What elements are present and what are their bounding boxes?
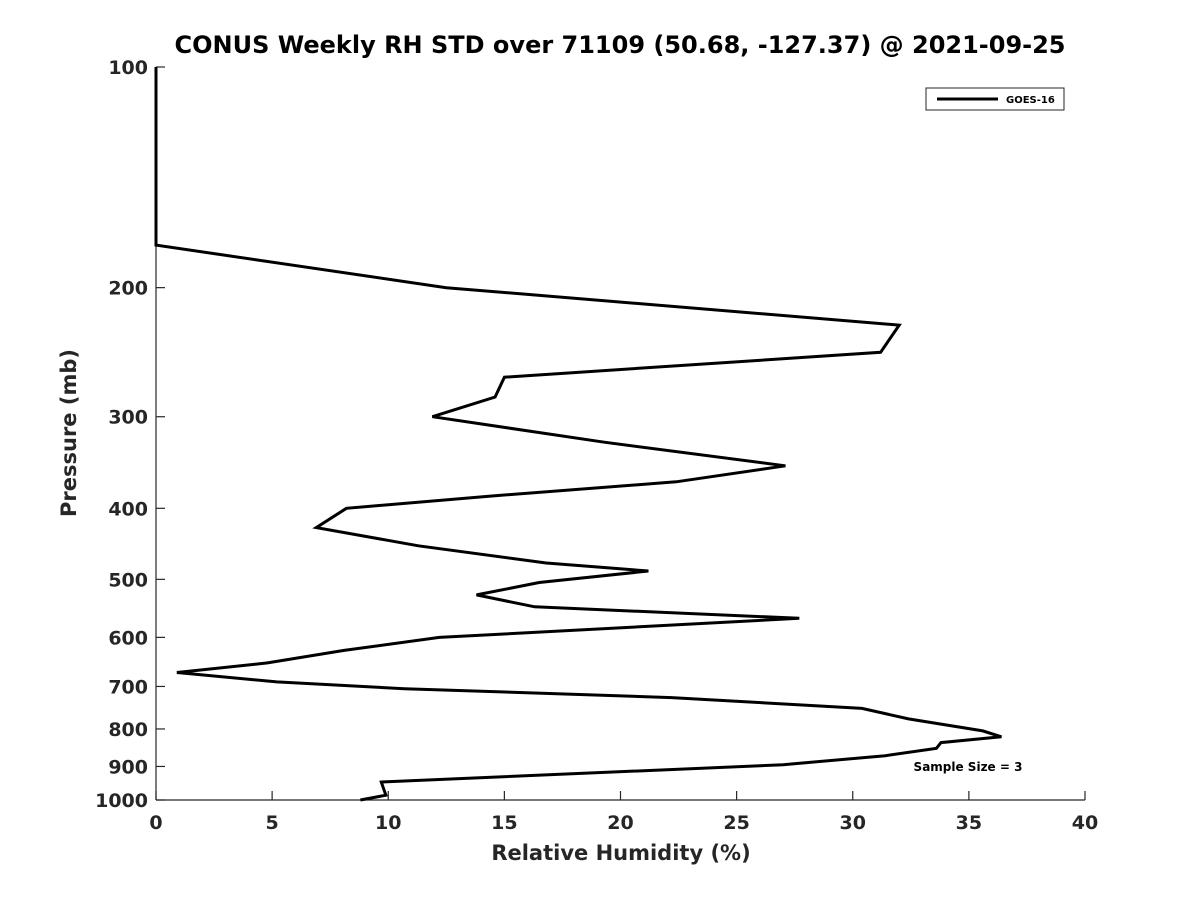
legend: GOES-16 <box>925 87 1065 111</box>
y-tick-label: 600 <box>108 627 148 649</box>
y-tick-label: 100 <box>108 57 148 79</box>
axes: 0 5 10 15 20 25 30 35 40 100 200 300 400 500 600 700 800… <box>95 57 1098 834</box>
x-tick-label: 15 <box>491 812 517 834</box>
sample-size-annotation: Sample Size = 3 <box>914 760 1023 774</box>
series-line-goes-16 <box>154 67 1002 802</box>
x-tick-label: 20 <box>607 812 633 834</box>
y-tick-label: 500 <box>108 569 148 591</box>
x-tick-label: 5 <box>266 812 279 834</box>
x-tick-label: 30 <box>840 812 866 834</box>
x-tick-label: 10 <box>375 812 401 834</box>
x-axis-label: Relative Humidity (%) <box>491 841 750 865</box>
y-tick-label: 700 <box>108 676 148 698</box>
x-tick-label: 35 <box>956 812 982 834</box>
y-axis-label: Pressure (mb) <box>57 349 81 517</box>
y-tick-label: 900 <box>108 756 148 778</box>
y-tick-label: 200 <box>108 278 148 300</box>
y-tick-label: 1000 <box>95 790 148 812</box>
y-tick-label: 400 <box>108 498 148 520</box>
y-tick-label: 800 <box>108 719 148 741</box>
series-layer <box>154 67 1002 802</box>
x-tick-label: 40 <box>1072 812 1098 834</box>
legend-entry-label: GOES-16 <box>1006 95 1055 106</box>
chart-title: CONUS Weekly RH STD over 71109 (50.68, -… <box>174 31 1065 59</box>
x-tick-label: 0 <box>149 812 162 834</box>
y-tick-label: 300 <box>108 407 148 429</box>
x-tick-label: 25 <box>723 812 749 834</box>
